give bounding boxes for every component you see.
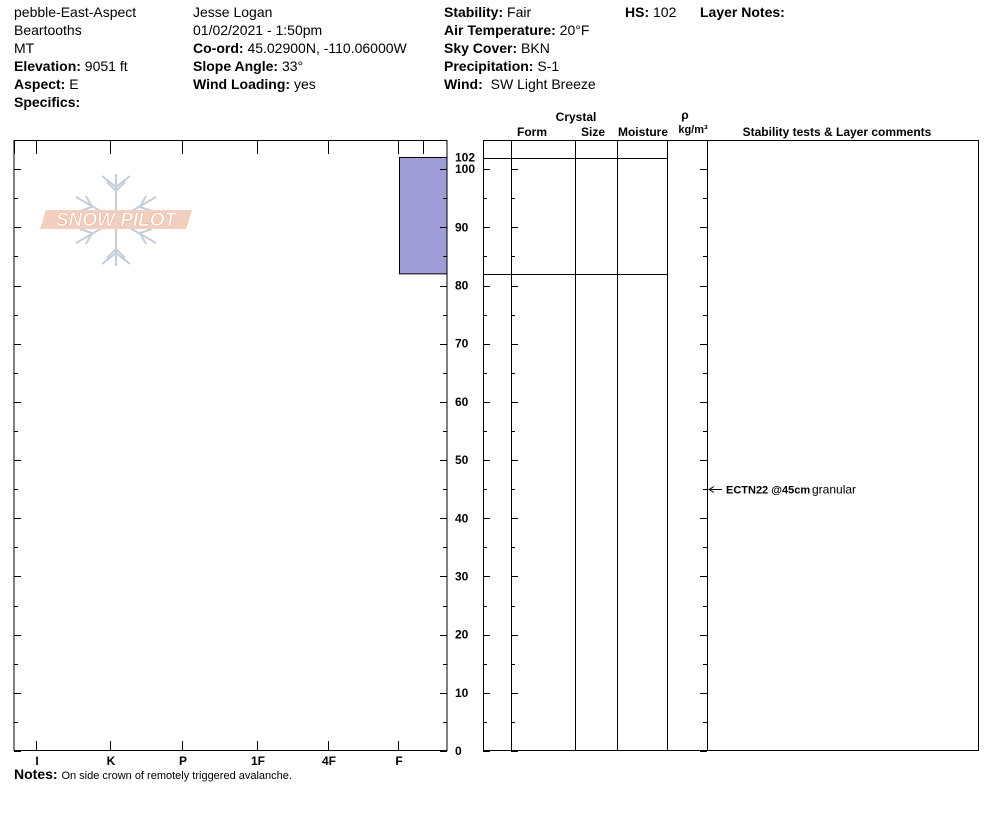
notes-text: On side crown of remotely triggered aval… bbox=[61, 770, 292, 782]
hardness-label-I: I bbox=[35, 754, 38, 768]
elevation-value: 9051 ft bbox=[84, 58, 128, 74]
hs-label: HS: bbox=[625, 4, 650, 20]
stability-arrow-0 bbox=[708, 486, 715, 493]
air-temp-label: Air Temperature: bbox=[444, 22, 556, 38]
layer-notes-label: Layer Notes: bbox=[700, 4, 785, 20]
observer-name: Jesse Logan bbox=[193, 4, 273, 20]
site-name: pebble-East-Aspect bbox=[14, 4, 137, 20]
logo-banner bbox=[40, 210, 192, 229]
state-name: MT bbox=[14, 40, 35, 56]
notes: Notes: On side crown of remotely trigger… bbox=[14, 766, 292, 782]
notes-label: Notes: bbox=[14, 766, 58, 782]
precipitation: Precipitation: S-1 bbox=[444, 57, 559, 75]
aspect: Aspect: E bbox=[14, 75, 79, 93]
specifics-label: Specifics: bbox=[14, 94, 81, 110]
sky-value: BKN bbox=[521, 40, 550, 56]
height-label-70: 70 bbox=[455, 337, 469, 351]
moisture-header: Moisture bbox=[617, 125, 668, 139]
height-label-40: 40 bbox=[455, 511, 469, 525]
range-name: Beartooths bbox=[14, 22, 82, 38]
slope-angle: Slope Angle: 33° bbox=[193, 57, 303, 75]
aspect-label: Aspect: bbox=[14, 76, 66, 92]
stability-label: Stability: bbox=[444, 4, 504, 20]
slope-label: Slope Angle: bbox=[193, 58, 279, 74]
height-label-10: 10 bbox=[455, 686, 469, 700]
elevation-label: Elevation: bbox=[14, 58, 81, 74]
height-label-0: 0 bbox=[455, 744, 462, 758]
hardness-label-F: F bbox=[395, 754, 402, 768]
snow-pilot-logo: SNOW PILOT bbox=[40, 174, 192, 266]
precip-value: S-1 bbox=[537, 58, 560, 74]
coord-value: 45.02900N, -110.06000W bbox=[247, 40, 407, 56]
sky-cover: Sky Cover: BKN bbox=[444, 39, 550, 57]
wind-loading: Wind Loading: yes bbox=[193, 75, 316, 93]
stability-comment-0: granular bbox=[812, 483, 856, 497]
height-label-50: 50 bbox=[455, 453, 469, 467]
height-label-100: 100 bbox=[455, 162, 475, 176]
sky-label: Sky Cover: bbox=[444, 40, 518, 56]
hardness-label-K: K bbox=[107, 754, 116, 768]
air-temperature: Air Temperature: 20°F bbox=[444, 21, 589, 39]
height-label-20: 20 bbox=[455, 628, 469, 642]
air-temp-value: 20°F bbox=[559, 22, 590, 38]
height-label-30: 30 bbox=[455, 569, 469, 583]
hardness-plot-frame bbox=[13, 140, 448, 751]
snow-height-label: 102 bbox=[455, 151, 475, 165]
precip-label: Precipitation: bbox=[444, 58, 534, 74]
wind-loading-value: yes bbox=[293, 76, 316, 92]
hardness-label-4F: 4F bbox=[322, 754, 336, 768]
snow-height: HS: 102 bbox=[625, 3, 676, 21]
elevation: Elevation: 9051 ft bbox=[14, 57, 128, 75]
wind-value: SW Light Breeze bbox=[490, 76, 596, 92]
form-header: Form bbox=[517, 125, 547, 139]
stability-test-0: ECTN22 @45cm bbox=[726, 485, 810, 497]
hardness-label-P: P bbox=[179, 754, 187, 768]
coordinates: Co-ord: 45.02900N, -110.06000W bbox=[193, 39, 407, 57]
height-label-80: 80 bbox=[455, 279, 469, 293]
logo-text: SNOW PILOT bbox=[56, 210, 178, 231]
slope-value: 33° bbox=[281, 58, 304, 74]
stability-value: Fair bbox=[507, 4, 532, 20]
wind-label: Wind: bbox=[444, 76, 483, 92]
layer-bar-0 bbox=[399, 157, 448, 275]
crystal-header: Crystal bbox=[555, 110, 597, 124]
stability-comments-header: Stability tests & Layer comments bbox=[742, 125, 932, 139]
height-label-60: 60 bbox=[455, 395, 469, 409]
coord-label: Co-ord: bbox=[193, 40, 244, 56]
stability: Stability: Fair bbox=[444, 3, 531, 21]
hs-value: 102 bbox=[653, 4, 677, 20]
hardness-label-1F: 1F bbox=[251, 754, 265, 768]
size-header: Size bbox=[580, 125, 605, 139]
density-unit-header: kg/m³ bbox=[678, 124, 708, 136]
observation-datetime: 01/02/2021 - 1:50pm bbox=[193, 22, 323, 38]
aspect-value: E bbox=[69, 76, 79, 92]
height-label-90: 90 bbox=[455, 220, 469, 234]
wind-loading-label: Wind Loading: bbox=[193, 76, 291, 92]
wind: Wind: SW Light Breeze bbox=[444, 75, 596, 93]
layer-table-frame bbox=[483, 140, 979, 751]
density-rho-header: ρ bbox=[681, 108, 689, 122]
